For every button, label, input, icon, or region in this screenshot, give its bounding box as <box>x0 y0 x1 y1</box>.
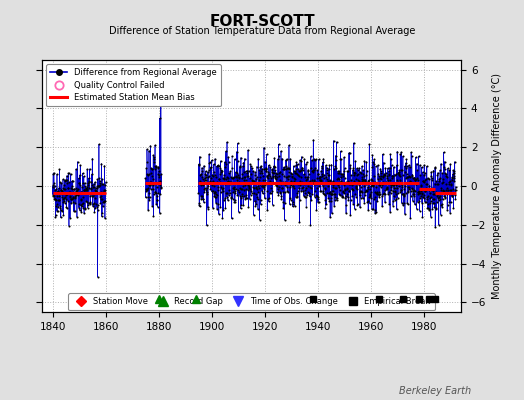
Text: Berkeley Earth: Berkeley Earth <box>399 386 472 396</box>
Legend: Station Move, Record Gap, Time of Obs. Change, Empirical Break: Station Move, Record Gap, Time of Obs. C… <box>68 293 435 310</box>
Y-axis label: Monthly Temperature Anomaly Difference (°C): Monthly Temperature Anomaly Difference (… <box>492 73 502 299</box>
Text: FORT-SCOTT: FORT-SCOTT <box>209 14 315 29</box>
Text: Difference of Station Temperature Data from Regional Average: Difference of Station Temperature Data f… <box>109 26 415 36</box>
